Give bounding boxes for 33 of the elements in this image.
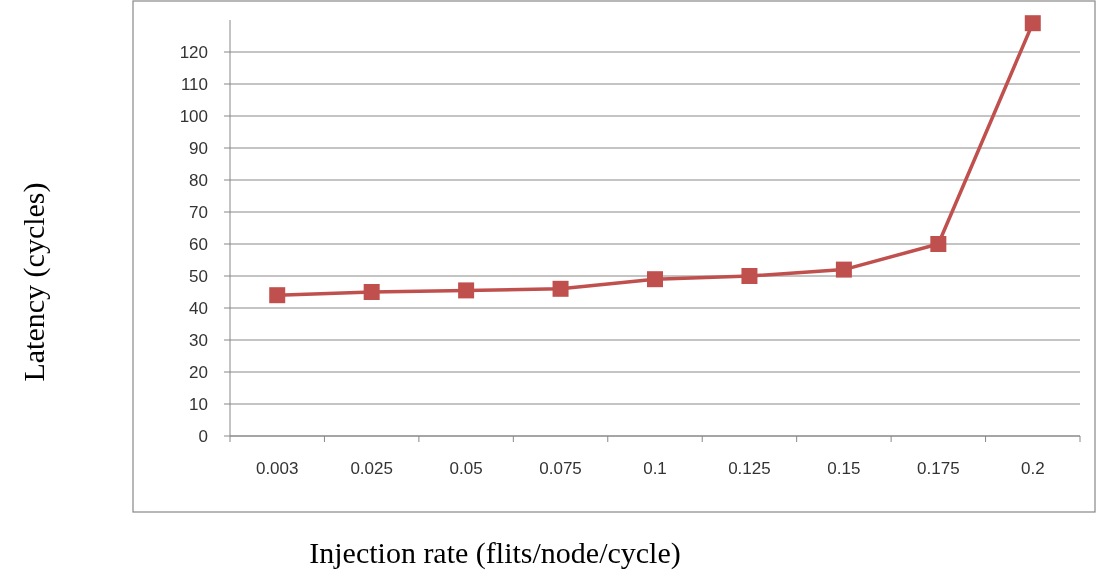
point: [363, 284, 380, 300]
x-tick-label: 0.2: [1020, 459, 1045, 478]
x-tick-label: 0.1: [643, 459, 667, 478]
y-tick-label: 20: [189, 362, 208, 382]
y-tick-label: 0: [198, 426, 208, 446]
point: [647, 271, 663, 288]
y-tick-label: 10: [189, 394, 208, 414]
x-tick-label: 0.025: [350, 459, 393, 478]
point: [269, 287, 286, 304]
x-axis-title: Injection rate (flits/node/cycle): [309, 536, 681, 570]
x-tick-label: 0.003: [255, 459, 299, 478]
y-tick-label: 90: [189, 138, 208, 158]
y-axis-title: Latency (cycles): [17, 182, 51, 382]
x-tick-label: 0.15: [827, 459, 861, 478]
y-tick-label: 50: [189, 266, 208, 286]
point: [458, 282, 475, 299]
y-tick-label: 60: [189, 234, 208, 254]
y-tick-label: 30: [189, 330, 208, 350]
point: [930, 236, 947, 252]
y-tick-label: 40: [189, 298, 208, 318]
x-tick-label: 0.05: [449, 459, 483, 478]
x-tick-label: 0.125: [728, 459, 771, 478]
x-tick-label: 0.075: [539, 459, 582, 478]
point: [741, 268, 758, 284]
y-tick-label: 110: [180, 74, 208, 94]
y-tick-label: 70: [189, 202, 208, 222]
y-tick-label: 120: [179, 42, 208, 62]
point: [835, 261, 852, 278]
point: [552, 280, 569, 297]
x-tick-label: 0.175: [917, 459, 960, 478]
y-tick-label: 80: [189, 170, 208, 190]
point: [1024, 15, 1041, 32]
y-tick-label: 100: [179, 106, 208, 126]
